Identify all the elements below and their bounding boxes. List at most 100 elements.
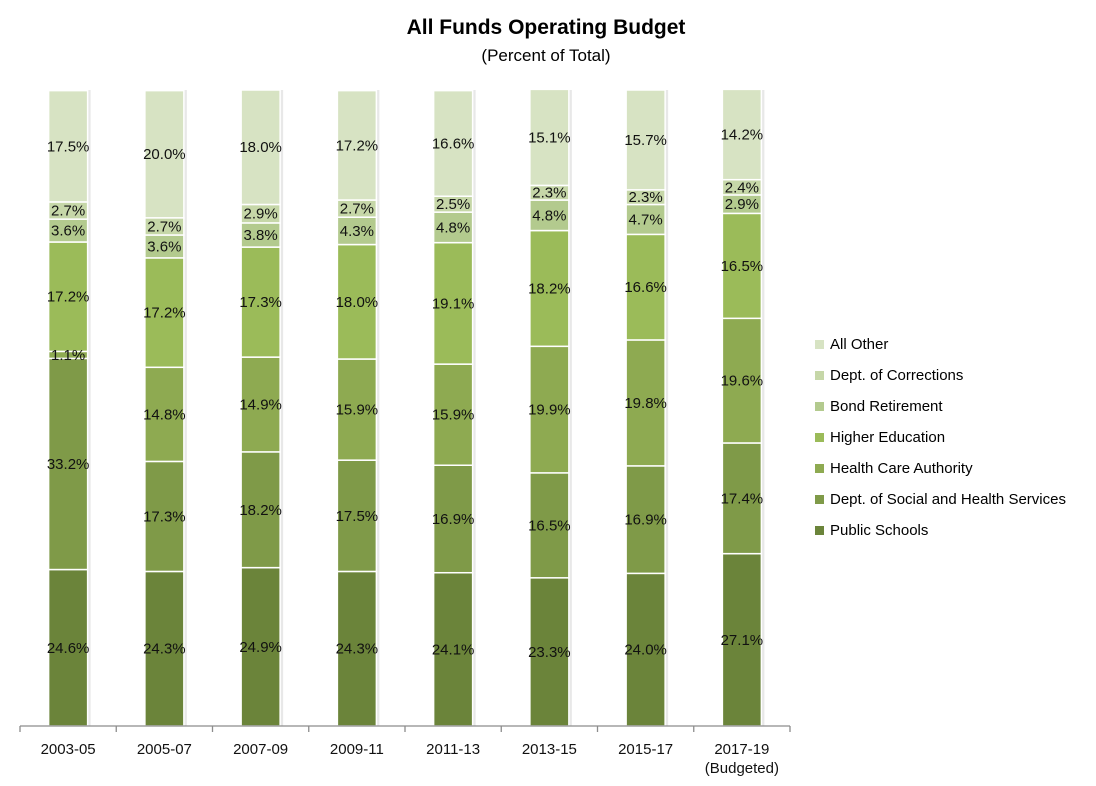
x-tick-label: 2015-17 xyxy=(618,741,673,758)
x-tick-label: 2005-07 xyxy=(137,741,192,758)
bar-segment-all-other xyxy=(336,89,378,201)
bar-segment-higher-education xyxy=(529,229,570,348)
x-tick-label: 2009-11 xyxy=(330,741,384,758)
bar-segment-higher-education xyxy=(336,243,378,360)
data-label: 16.9% xyxy=(624,512,667,529)
data-label: 4.3% xyxy=(340,223,374,240)
legend-item: Bond Retirement xyxy=(815,391,1066,422)
data-label: 17.3% xyxy=(239,294,282,311)
data-label: 17.5% xyxy=(47,138,90,155)
chart-title: All Funds Operating Budget xyxy=(406,16,686,39)
data-label: 2.9% xyxy=(244,206,278,223)
data-label: 2.7% xyxy=(340,201,374,218)
bar-segment-bond-retirement xyxy=(529,199,570,232)
data-label: 1.1% xyxy=(51,347,85,364)
data-label: 2.3% xyxy=(629,189,663,206)
data-label: 18.0% xyxy=(336,294,379,311)
data-label: 14.2% xyxy=(721,127,764,144)
bar-segment-bond-retirement xyxy=(240,222,281,248)
data-label: 20.0% xyxy=(143,146,186,163)
bar-segment-bond-retirement xyxy=(625,203,666,236)
bar-segment-public-schools xyxy=(529,577,570,727)
data-label: 24.9% xyxy=(239,639,282,656)
data-label: 4.8% xyxy=(532,207,566,224)
data-label: 33.2% xyxy=(47,456,90,473)
legend-item: Higher Education xyxy=(815,422,1066,453)
data-label: 2.9% xyxy=(725,196,759,213)
data-label: 24.3% xyxy=(336,641,379,658)
data-label: 19.1% xyxy=(432,295,475,312)
legend-label: All Other xyxy=(830,336,889,353)
bar-segment-dept-of-social-and-health-services xyxy=(529,472,570,579)
data-label: 16.6% xyxy=(432,135,475,152)
data-label: 15.1% xyxy=(528,129,571,146)
legend-swatch xyxy=(815,526,824,535)
data-label: 3.8% xyxy=(244,227,278,244)
data-label: 17.2% xyxy=(143,305,186,322)
data-label: 19.6% xyxy=(721,373,764,390)
legend-item: Public Schools xyxy=(815,515,1066,546)
data-label: 2.4% xyxy=(725,179,759,196)
legend-label: Health Care Authority xyxy=(830,460,973,477)
data-label: 2.3% xyxy=(532,185,566,202)
data-label: 4.7% xyxy=(629,211,663,228)
x-tick-label: 2013-15 xyxy=(522,741,577,758)
bar-segment-public-schools xyxy=(144,570,185,727)
data-label: 16.9% xyxy=(432,511,475,528)
bar-segment-health-care-authority xyxy=(240,356,281,453)
legend-swatch xyxy=(815,402,824,411)
bar-segment-dept-of-social-and-health-services xyxy=(625,465,666,575)
data-label: 3.6% xyxy=(147,238,181,255)
bar-segment-health-care-authority xyxy=(529,345,570,474)
data-label: 24.1% xyxy=(432,641,475,658)
bar-segment-higher-education xyxy=(432,241,474,365)
data-label: 27.1% xyxy=(721,632,764,649)
legend-swatch xyxy=(815,433,824,442)
legend-swatch xyxy=(815,340,824,349)
legend-label: Bond Retirement xyxy=(830,398,943,415)
data-label: 17.2% xyxy=(336,137,379,154)
data-label: 2.5% xyxy=(436,196,470,213)
x-tick-label: 2011-13 xyxy=(426,741,480,758)
bar-segment-all-other xyxy=(144,89,185,219)
data-label: 19.8% xyxy=(624,395,667,412)
data-label: 2.7% xyxy=(147,218,181,235)
legend-swatch xyxy=(815,464,824,473)
data-label: 15.9% xyxy=(336,402,379,419)
data-label: 4.8% xyxy=(436,219,470,236)
legend-label: Public Schools xyxy=(830,522,929,539)
data-label: 24.0% xyxy=(624,642,667,659)
data-label: 18.2% xyxy=(239,502,282,519)
data-label: 15.7% xyxy=(624,132,667,149)
legend-swatch xyxy=(815,371,824,380)
data-label: 23.3% xyxy=(528,644,571,661)
bar-segment-health-care-authority xyxy=(625,339,666,467)
data-label: 16.5% xyxy=(721,258,764,275)
bar-segment-all-other xyxy=(47,89,89,203)
legend-label: Dept. of Social and Health Services xyxy=(830,491,1066,508)
data-label: 18.0% xyxy=(239,139,282,156)
data-label: 2.7% xyxy=(51,203,85,220)
bar-segment-dept-of-social-and-health-services xyxy=(144,460,185,573)
bar-segment-all-other xyxy=(625,89,666,191)
bar-segment-higher-education xyxy=(144,257,185,369)
data-label: 17.3% xyxy=(143,508,186,525)
legend-swatch xyxy=(815,495,824,504)
bar-segment-health-care-authority xyxy=(432,363,474,466)
bar-segment-dept-of-social-and-health-services xyxy=(432,464,474,574)
bar-segment-all-other xyxy=(432,89,474,197)
data-label: 16.5% xyxy=(528,517,571,534)
data-label: 24.6% xyxy=(47,640,90,657)
data-label: 17.4% xyxy=(721,490,764,507)
bar-segment-dept-of-social-and-health-services xyxy=(240,451,281,569)
legend-item: Health Care Authority xyxy=(815,453,1066,484)
data-label: 24.3% xyxy=(143,641,186,658)
x-tick-label: 2003-05 xyxy=(41,741,96,758)
x-tick-label: 2007-09 xyxy=(233,741,288,758)
legend-label: Higher Education xyxy=(830,429,946,446)
data-label: 18.2% xyxy=(528,280,571,297)
x-tick-label: 2017-19 xyxy=(714,741,769,758)
x-tick-label: (Budgeted) xyxy=(705,760,779,777)
bar-segment-all-other xyxy=(721,88,763,181)
